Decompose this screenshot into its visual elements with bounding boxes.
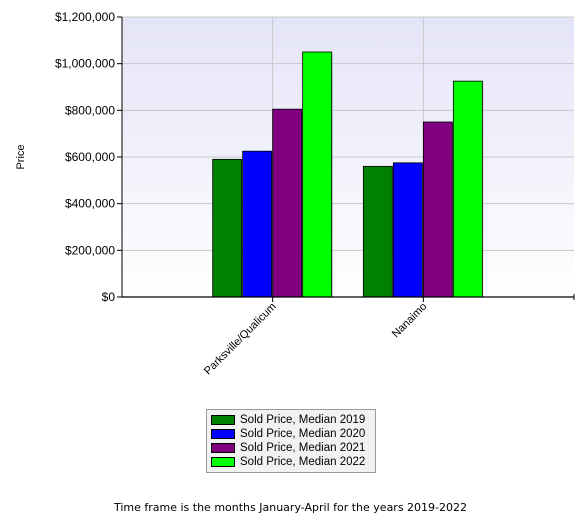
y-tick-label: $1,000,000 (55, 57, 115, 71)
legend-item: Sold Price, Median 2021 (211, 441, 371, 455)
y-tick-label: $400,000 (65, 197, 115, 211)
legend: Sold Price, Median 2019 Sold Price, Media… (206, 409, 376, 473)
y-tick-label: $600,000 (65, 150, 115, 164)
bar (422, 121, 453, 298)
y-tick-labels: $0 $200,000 $400,000 $600,000 $800,000 $1,000… (55, 10, 115, 304)
legend-item: Sold Price, Median 2022 (211, 455, 371, 469)
y-axis-title: Price (15, 144, 27, 169)
bar (242, 150, 273, 298)
y-tick-label: $800,000 (65, 103, 115, 117)
bar (272, 108, 303, 298)
legend-swatch (211, 415, 235, 425)
legend-label: Sold Price, Median 2019 (240, 414, 366, 426)
x-category-label: Parksville/Qualicum (202, 301, 279, 378)
legend-label: Sold Price, Median 2022 (240, 456, 366, 468)
legend-label: Sold Price, Median 2020 (240, 428, 366, 440)
bars (212, 51, 484, 298)
bar (452, 80, 483, 298)
legend-swatch (211, 443, 235, 453)
legend-swatch (211, 429, 235, 439)
x-category-label: Nanaimo (390, 301, 430, 341)
axes (117, 16, 575, 302)
x-category-labels: Parksville/Qualicum Nanaimo (202, 301, 429, 378)
y-tick-label: $1,200,000 (55, 10, 115, 24)
y-tick-label: $200,000 (65, 243, 115, 257)
legend-swatch (211, 457, 235, 467)
y-tick-label: $0 (102, 290, 116, 304)
bar (362, 165, 393, 298)
legend-item: Sold Price, Median 2020 (211, 427, 371, 441)
bar (302, 51, 333, 298)
legend-label: Sold Price, Median 2021 (240, 442, 366, 454)
footnote: Time frame is the months January-April f… (113, 501, 468, 514)
bar (212, 158, 243, 298)
bar (392, 162, 423, 298)
legend-item: Sold Price, Median 2019 (211, 413, 371, 427)
bar-chart: $0 $200,000 $400,000 $600,000 $800,000 $1,000… (15, 10, 575, 378)
